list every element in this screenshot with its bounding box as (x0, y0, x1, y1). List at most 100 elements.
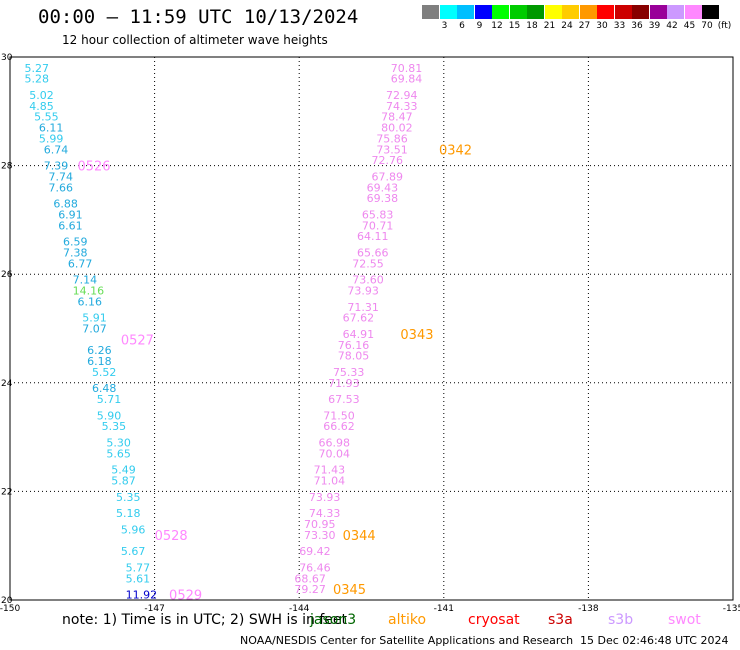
x-tick-label: -138 (578, 604, 599, 614)
swh-value-label: 6.26 (87, 344, 112, 357)
swh-value-label: 72.55 (352, 257, 384, 270)
footer-credit: NOAA/NESDIS Center for Satellite Applica… (240, 634, 574, 647)
swh-value-label: 79.27 (294, 583, 326, 596)
swh-value-label: 5.55 (34, 111, 59, 124)
swh-value-label: 7.39 (44, 160, 69, 173)
y-tick-label: 24 (1, 379, 13, 389)
swh-value-label: 11.92 (126, 589, 157, 602)
pass-time-label: 0529 (169, 589, 202, 604)
swh-value-label: 70.71 (362, 219, 394, 232)
swh-value-label: 71.43 (314, 464, 346, 477)
swh-value-label: 5.35 (116, 491, 141, 504)
swh-value-label: 6.16 (77, 295, 102, 308)
colorbar-swatch (597, 5, 614, 19)
swh-value-label: 6.74 (44, 143, 69, 156)
colorbar-swatch (527, 5, 544, 19)
colorbar-swatch (562, 5, 579, 19)
swh-value-label: 7.14 (73, 274, 98, 287)
swh-value-label: 64.91 (343, 328, 375, 341)
colorbar-swatch (667, 5, 684, 19)
colorbar-label: 70 (701, 21, 713, 31)
swh-value-label: 65.66 (357, 246, 389, 259)
swh-value-label: 4.85 (29, 100, 53, 113)
swh-value-label: 71.50 (323, 409, 355, 422)
swh-value-label: 67.53 (328, 393, 360, 406)
swh-value-label: 6.59 (63, 236, 88, 249)
chart-title: 00:00 – 11:59 UTC 10/13/2024 (38, 6, 359, 28)
footnote: note: 1) Time is in UTC; 2) SWH is in fe… (62, 612, 348, 628)
swh-value-label: 5.30 (106, 437, 130, 450)
swh-value-label: 5.65 (106, 447, 130, 460)
pass-time-label: 0343 (400, 328, 433, 343)
pass-time-label: 0345 (333, 583, 366, 598)
colorbar-label: 6 (459, 21, 465, 31)
y-tick-label: 22 (1, 487, 12, 497)
swh-value-label: 7.38 (63, 246, 88, 259)
swh-value-label: 75.33 (333, 366, 365, 379)
satellite-legend-cryosat: cryosat (468, 612, 520, 628)
swh-value-label: 6.88 (53, 198, 78, 211)
colorbar-swatch (684, 5, 702, 19)
satellite-legend-altiko: altiko (388, 612, 427, 628)
colorbar-label: 45 (683, 21, 696, 31)
swh-value-label: 6.18 (87, 355, 112, 368)
y-tick-label: 26 (1, 270, 13, 280)
swh-value-label: 7.07 (82, 323, 107, 336)
swh-value-label: 78.05 (338, 350, 370, 363)
swh-value-label: 65.83 (362, 208, 394, 221)
swh-value-label: 6.91 (58, 208, 82, 221)
swh-value-label: 70.04 (318, 447, 350, 460)
swh-value-label: 6.77 (68, 257, 93, 270)
colorbar-swatch (509, 5, 527, 19)
swh-value-label: 76.46 (299, 561, 331, 574)
swh-value-label: 5.27 (24, 62, 49, 75)
y-tick-label: 30 (1, 53, 13, 63)
footer-timestamp: 15 Dec 02:46:48 UTC 2024 (580, 634, 729, 647)
swh-value-label: 5.28 (24, 73, 49, 86)
swh-value-label: 69.84 (391, 73, 423, 86)
swh-value-label: 7.66 (49, 181, 73, 194)
swh-value-label: 7.74 (49, 170, 73, 183)
swh-value-label: 5.87 (111, 475, 136, 488)
swh-value-label: 64.11 (357, 230, 389, 243)
swh-value-label: 5.67 (121, 545, 146, 558)
colorbar-label: 18 (526, 21, 538, 31)
swh-value-label: 66.62 (323, 420, 355, 433)
colorbar-label: 27 (578, 21, 591, 31)
colorbar-swatch (614, 5, 632, 19)
swh-value-label: 71.31 (347, 301, 379, 314)
colorbar-swatch (422, 5, 439, 19)
colorbar-label: 24 (561, 21, 573, 31)
swh-value-label: 73.60 (352, 274, 384, 287)
swh-value-label: 66.98 (318, 437, 350, 450)
colorbar-label: (ft) (717, 21, 732, 31)
x-tick-label: -135 (723, 604, 740, 614)
colorbar-label: 15 (508, 21, 521, 31)
pass-time-label: 0526 (77, 160, 110, 175)
pass-time-label: 0344 (343, 529, 376, 544)
pass-time-label: 0527 (121, 333, 154, 348)
swh-value-label: 67.89 (372, 170, 404, 183)
colorbar-swatch (457, 5, 474, 19)
satellite-legend-s3a: s3a (548, 612, 573, 628)
swh-value-label: 6.48 (92, 382, 117, 395)
satellite-legend-swot: swot (668, 612, 701, 628)
swh-value-label: 5.99 (39, 132, 64, 145)
swh-value-label: 69.38 (367, 192, 399, 205)
swh-value-label: 5.71 (97, 393, 122, 406)
swh-value-label: 74.33 (386, 100, 418, 113)
swh-value-label: 5.02 (29, 89, 53, 102)
swh-value-label: 73.93 (347, 284, 379, 297)
y-tick-label: 20 (1, 596, 13, 606)
swh-value-label: 70.95 (304, 518, 336, 531)
swh-value-label: 73.30 (304, 529, 336, 542)
pass-time-label: 0342 (439, 143, 472, 158)
pass-time-label: 0528 (155, 529, 188, 544)
x-tick-label: -144 (289, 604, 310, 614)
colorbar-label: 33 (613, 21, 626, 31)
swh-value-label: 73.51 (376, 143, 408, 156)
colorbar-swatch (544, 5, 562, 19)
colorbar-swatch (632, 5, 649, 19)
swh-value-label: 67.62 (343, 312, 375, 325)
swh-value-label: 5.18 (116, 507, 141, 520)
